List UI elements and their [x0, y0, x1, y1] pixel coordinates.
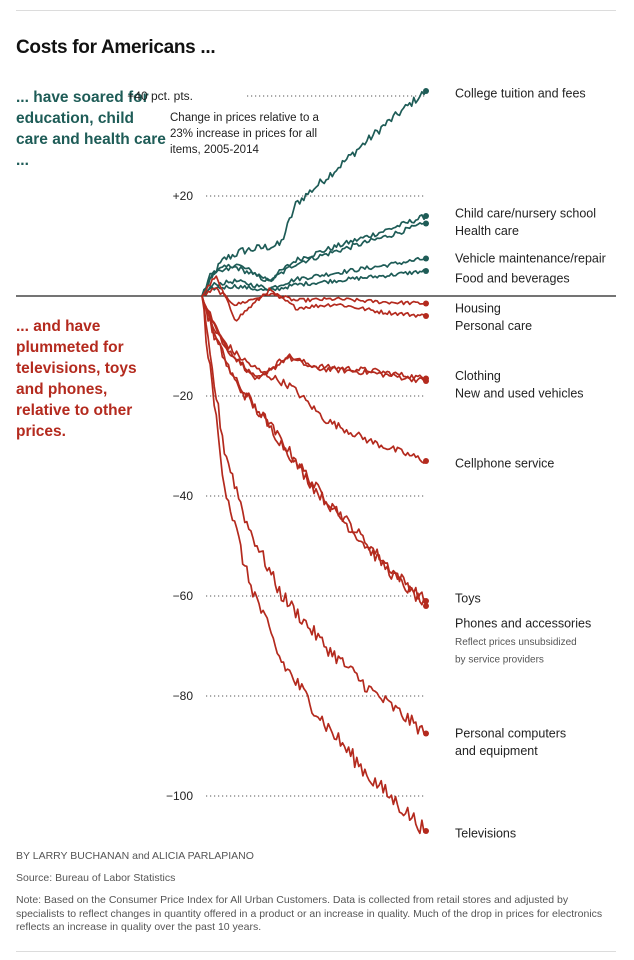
series-label-new-and-used-vehicles: New and used vehicles [455, 387, 584, 401]
series-label-reflect-prices-unsubsidized: Reflect prices unsubsidized [455, 637, 577, 648]
end-point-housing [423, 300, 429, 307]
y-tick-label: +20 [173, 189, 194, 203]
chart-subtitle-line: items, 2005-2014 [170, 144, 259, 156]
end-point-televisions [423, 828, 429, 834]
series-label-and-equipment: and equipment [455, 744, 538, 758]
end-point-personal-care [423, 313, 429, 319]
series-label-personal-computers: Personal computers [455, 727, 566, 741]
series-label-clothing: Clothing [455, 369, 501, 383]
series-label-health-care: Health care [455, 224, 519, 238]
series-line-health-care [201, 222, 427, 297]
series-label-college-tuition-and-fees: College tuition and fees [455, 87, 586, 101]
chart-title: Costs for Americans ... [16, 37, 216, 58]
series-label-child-care-nursery-school: Child care/nursery school [455, 207, 596, 221]
end-point-health-care [423, 220, 429, 227]
end-point-college-tuition-and-fees [423, 88, 429, 94]
chart-subtitle-line: Change in prices relative to a [170, 112, 320, 124]
footnote: Note: Based on the Consumer Price Index … [16, 894, 603, 933]
source-text: Source: Bureau of Labor Statistics [16, 872, 176, 884]
top-rule [16, 10, 616, 11]
byline: BY LARRY BUCHANAN and ALICIA PARLAPIANO [16, 850, 254, 862]
y-tick-label: +40 pct. pts. [127, 89, 193, 103]
end-point-new-and-used-vehicles [423, 378, 429, 384]
end-point-toys [423, 598, 429, 604]
series-line-toys [201, 295, 427, 603]
series-label-vehicle-maintenance-repair: Vehicle maintenance/repair [455, 252, 606, 266]
series-line-food-and-beverages [201, 268, 427, 297]
series-label-toys: Toys [455, 592, 481, 606]
end-point-phones-and-accessories [423, 603, 429, 609]
series-line-cellphone-service [201, 295, 427, 464]
series-label-by-service-providers: by service providers [455, 655, 544, 666]
series-label-cellphone-service: Cellphone service [455, 457, 554, 471]
series-line-housing [201, 287, 427, 307]
series-label-food-and-beverages: Food and beverages [455, 272, 570, 286]
end-point-food-and-beverages [423, 268, 429, 274]
intro-down-text: ... and have plummeted for televisions, … [16, 318, 137, 440]
y-tick-label: −60 [173, 589, 194, 603]
series-line-personal-computers-and-equipment [201, 295, 427, 735]
series-label-phones-and-accessories: Phones and accessories [455, 617, 591, 631]
series-label-televisions: Televisions [455, 827, 516, 841]
series-line-phones-and-accessories [201, 295, 427, 607]
series-line-college-tuition-and-fees [201, 90, 427, 297]
series-line-televisions [201, 295, 427, 835]
end-point-cellphone-service [423, 458, 429, 464]
y-tick-label: −20 [173, 389, 194, 403]
end-point-personal-computers-and-equipment [423, 730, 429, 737]
series-label-housing: Housing [455, 302, 501, 316]
series-line-new-and-used-vehicles [201, 295, 427, 384]
y-tick-label: −80 [173, 689, 194, 703]
series-line-vehicle-maintenance-repair [201, 256, 427, 297]
chart-subtitle-line: 23% increase in prices for all [170, 128, 317, 140]
bottom-rule [16, 951, 616, 952]
series-line-personal-care [201, 275, 427, 322]
y-tick-label: −100 [166, 789, 193, 803]
end-point-vehicle-maintenance-repair [423, 255, 429, 262]
series-line-child-care-nursery-school [201, 214, 427, 297]
y-tick-label: −40 [173, 489, 194, 503]
price-change-chart: +40 pct. pts. +20 −20 −40 −60 −80 −100 Change … [16, 87, 616, 841]
series-label-personal-care: Personal care [455, 319, 532, 333]
end-point-child-care-nursery-school [423, 213, 429, 219]
intro-up-text: ... have soared for education, child car… [16, 89, 166, 169]
